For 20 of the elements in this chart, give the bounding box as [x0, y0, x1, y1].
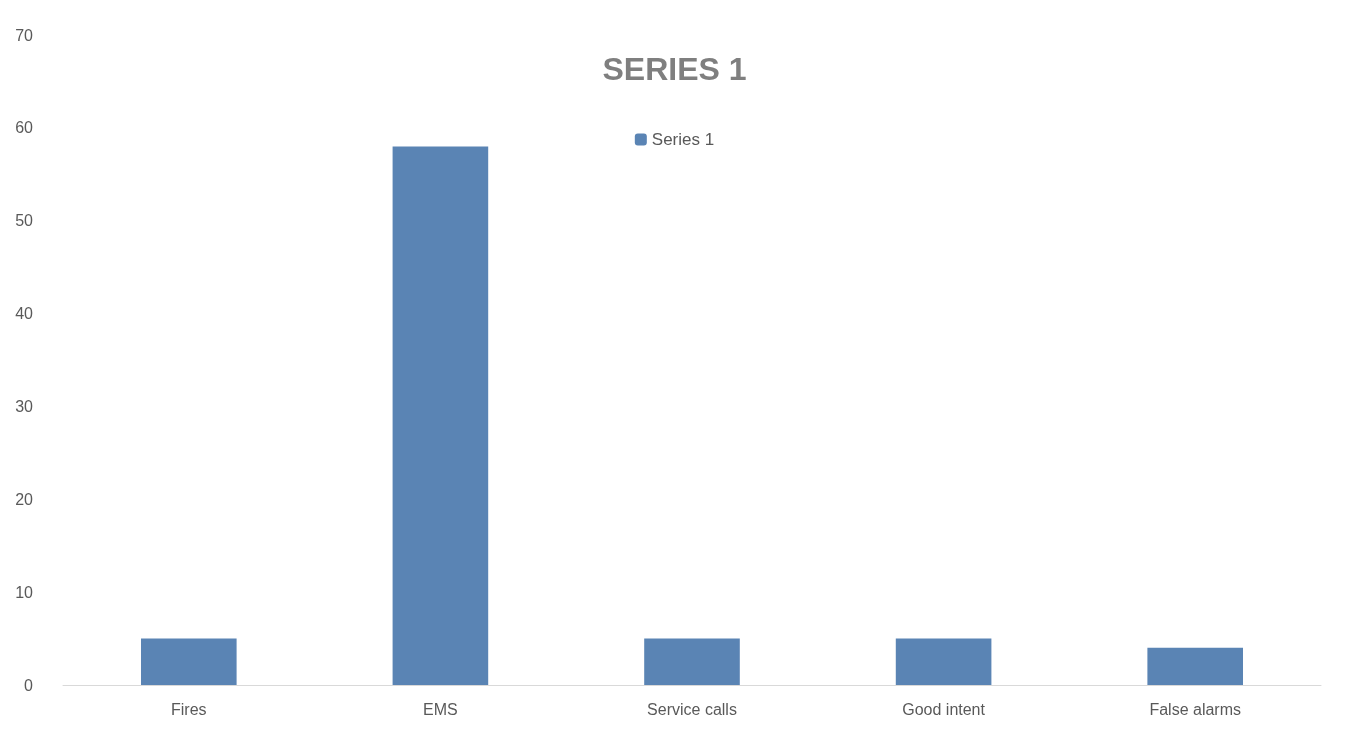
bar: [141, 638, 237, 685]
x-tick-label: False alarms: [1149, 700, 1241, 718]
bar: [1147, 647, 1243, 685]
y-tick-label: 10: [15, 583, 34, 601]
legend-label: Series 1: [651, 130, 715, 149]
y-tick-label: 70: [15, 26, 34, 44]
x-tick-label: Fires: [171, 700, 207, 718]
bar: [392, 146, 489, 685]
y-tick-label: 0: [24, 676, 34, 694]
x-tick-label: EMS: [423, 700, 458, 718]
bar: [644, 638, 740, 685]
x-tick-label: Good intent: [902, 700, 986, 718]
y-tick-label: 20: [15, 490, 34, 508]
x-tick-label: Service calls: [647, 700, 737, 718]
y-tick-label: 60: [15, 119, 34, 137]
text: SERIES 1: [602, 51, 747, 87]
bar: [895, 638, 992, 685]
y-tick-label: 40: [15, 305, 34, 323]
y-tick-label: 30: [15, 397, 34, 415]
y-tick-label: 50: [15, 212, 34, 230]
